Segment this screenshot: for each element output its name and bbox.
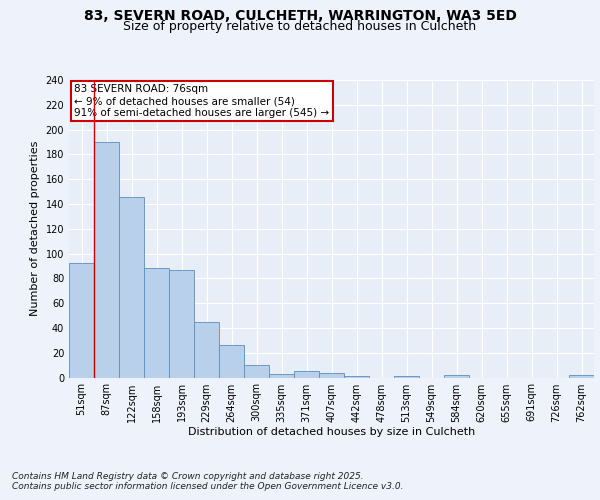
Bar <box>144 268 169 378</box>
Text: 83, SEVERN ROAD, CULCHETH, WARRINGTON, WA3 5ED: 83, SEVERN ROAD, CULCHETH, WARRINGTON, W… <box>83 9 517 23</box>
Bar <box>319 372 344 378</box>
Bar <box>69 264 94 378</box>
Bar <box>269 374 294 378</box>
Bar <box>569 375 594 378</box>
Bar <box>194 322 219 378</box>
Bar <box>294 372 319 378</box>
X-axis label: Distribution of detached houses by size in Culcheth: Distribution of detached houses by size … <box>188 428 475 438</box>
Y-axis label: Number of detached properties: Number of detached properties <box>30 141 40 316</box>
Bar <box>94 142 119 378</box>
Text: Size of property relative to detached houses in Culcheth: Size of property relative to detached ho… <box>124 20 476 33</box>
Text: Contains HM Land Registry data © Crown copyright and database right 2025.: Contains HM Land Registry data © Crown c… <box>12 472 364 481</box>
Bar <box>244 365 269 378</box>
Bar <box>119 196 144 378</box>
Bar <box>169 270 194 378</box>
Bar <box>344 376 369 378</box>
Text: Contains public sector information licensed under the Open Government Licence v3: Contains public sector information licen… <box>12 482 404 491</box>
Bar <box>219 346 244 378</box>
Bar <box>444 375 469 378</box>
Bar <box>394 376 419 378</box>
Text: 83 SEVERN ROAD: 76sqm
← 9% of detached houses are smaller (54)
91% of semi-detac: 83 SEVERN ROAD: 76sqm ← 9% of detached h… <box>74 84 329 117</box>
